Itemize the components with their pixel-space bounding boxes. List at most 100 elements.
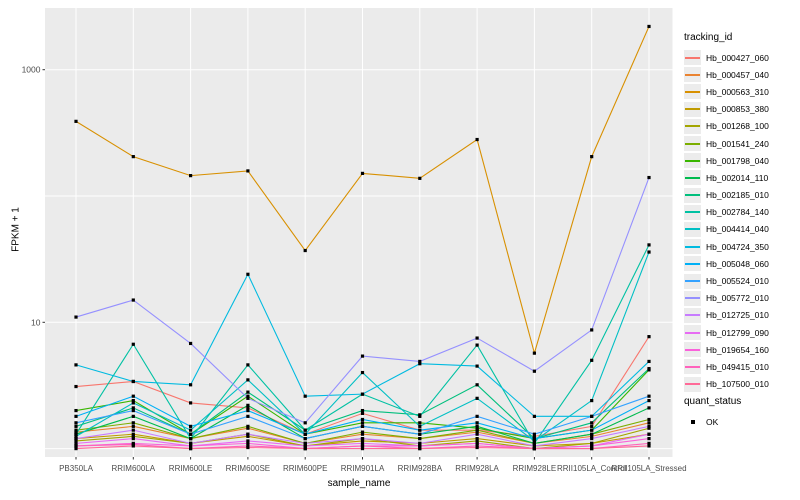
legend-key-swatch xyxy=(684,67,701,83)
data-point xyxy=(74,436,78,441)
data-point xyxy=(532,447,536,451)
line-swatch-icon xyxy=(685,108,700,111)
data-point xyxy=(418,441,422,445)
legend-label: Hb_004724_350 xyxy=(706,241,769,252)
line-swatch-icon xyxy=(685,125,700,128)
data-point xyxy=(189,383,193,387)
data-point xyxy=(131,401,135,405)
data-point xyxy=(590,434,594,438)
data-point xyxy=(246,445,250,450)
data-point xyxy=(74,414,78,418)
line-swatch-icon xyxy=(685,280,700,283)
data-point xyxy=(246,363,250,367)
data-point xyxy=(246,414,250,418)
data-point xyxy=(647,394,651,398)
legend-item-Hb_002185_010: Hb_002185_010 xyxy=(684,187,798,204)
data-point xyxy=(532,414,536,418)
data-point xyxy=(189,424,193,428)
legend-key-swatch xyxy=(684,376,701,392)
legend-key-swatch xyxy=(684,221,701,237)
x-tick-label: RRIM600LE xyxy=(169,464,213,473)
data-point xyxy=(647,24,651,29)
data-point xyxy=(590,436,594,441)
x-tick-label: RRII105LA_Control xyxy=(557,464,627,473)
data-point xyxy=(246,424,250,428)
line-swatch-icon xyxy=(685,211,700,214)
legend-label: Hb_005524_010 xyxy=(706,276,769,287)
legend-title-quant-status: quant_status xyxy=(684,396,742,407)
data-point xyxy=(647,444,651,448)
legend-item-Hb_001268_100: Hb_001268_100 xyxy=(684,118,798,135)
data-point xyxy=(360,439,365,443)
data-point xyxy=(74,434,78,438)
data-point xyxy=(418,362,422,366)
line-swatch-icon xyxy=(685,56,700,59)
data-point xyxy=(360,430,365,434)
data-point xyxy=(74,439,78,443)
data-point xyxy=(246,426,250,430)
x-tick-label: RRIM928BA xyxy=(398,464,443,473)
data-point xyxy=(246,403,250,407)
legend-label: Hb_012799_090 xyxy=(706,327,769,338)
legend-label: Hb_019654_160 xyxy=(706,344,769,355)
data-point xyxy=(590,328,594,332)
line-swatch-icon xyxy=(685,262,700,265)
data-point xyxy=(475,426,479,430)
data-point xyxy=(74,447,78,451)
data-point xyxy=(246,394,250,398)
data-point xyxy=(74,441,78,445)
quant-status-legend: quant_status OK xyxy=(684,396,798,430)
data-point xyxy=(418,421,422,425)
data-point xyxy=(189,174,193,178)
data-point xyxy=(74,424,78,428)
data-point xyxy=(590,447,594,451)
data-point xyxy=(647,175,651,180)
data-point xyxy=(475,439,479,443)
data-point xyxy=(647,424,651,428)
legend-label: Hb_005772_010 xyxy=(706,293,769,304)
data-point xyxy=(532,432,536,436)
legend-item-Hb_107500_010: Hb_107500_010 xyxy=(684,376,798,393)
line-swatch-icon xyxy=(685,383,700,386)
line-swatch-icon xyxy=(685,159,700,162)
data-point xyxy=(131,432,135,436)
x-tick-label: RRIM928LA xyxy=(455,464,499,473)
data-point xyxy=(131,414,135,418)
data-point xyxy=(189,436,193,441)
legend-key-swatch xyxy=(684,359,701,375)
x-axis-title: sample_name xyxy=(327,478,391,489)
data-point xyxy=(246,169,250,173)
data-point xyxy=(532,441,536,445)
x-tick-label: RRIM600PE xyxy=(283,464,327,473)
data-point xyxy=(590,398,594,403)
data-point xyxy=(360,447,365,451)
data-point xyxy=(647,421,651,425)
legend-key-swatch xyxy=(684,187,701,203)
data-point xyxy=(131,436,135,441)
data-point xyxy=(475,424,479,428)
legend-item-Hb_001798_040: Hb_001798_040 xyxy=(684,152,798,169)
data-point xyxy=(303,394,307,398)
data-point xyxy=(475,336,479,340)
x-tick-label: RRIM600LA xyxy=(112,464,156,473)
legend-item-Hb_002014_110: Hb_002014_110 xyxy=(684,169,798,186)
data-point xyxy=(532,439,536,443)
data-point xyxy=(647,436,651,441)
line-swatch-icon xyxy=(685,314,700,317)
data-point xyxy=(590,421,594,425)
legend-label-ok: OK xyxy=(706,416,719,427)
data-point xyxy=(74,444,78,448)
line-swatch-icon xyxy=(685,348,700,351)
x-tick-label: RRII105LA_Stressed xyxy=(611,464,686,473)
data-point xyxy=(360,417,365,422)
data-point xyxy=(418,359,422,364)
legend-key-swatch xyxy=(684,342,701,358)
legend-key-swatch xyxy=(684,50,701,66)
data-point xyxy=(590,444,594,448)
legend-key-swatch xyxy=(684,153,701,169)
data-point xyxy=(647,432,651,436)
data-point xyxy=(590,414,594,418)
data-point xyxy=(475,436,479,441)
legend-key-swatch xyxy=(684,118,701,134)
